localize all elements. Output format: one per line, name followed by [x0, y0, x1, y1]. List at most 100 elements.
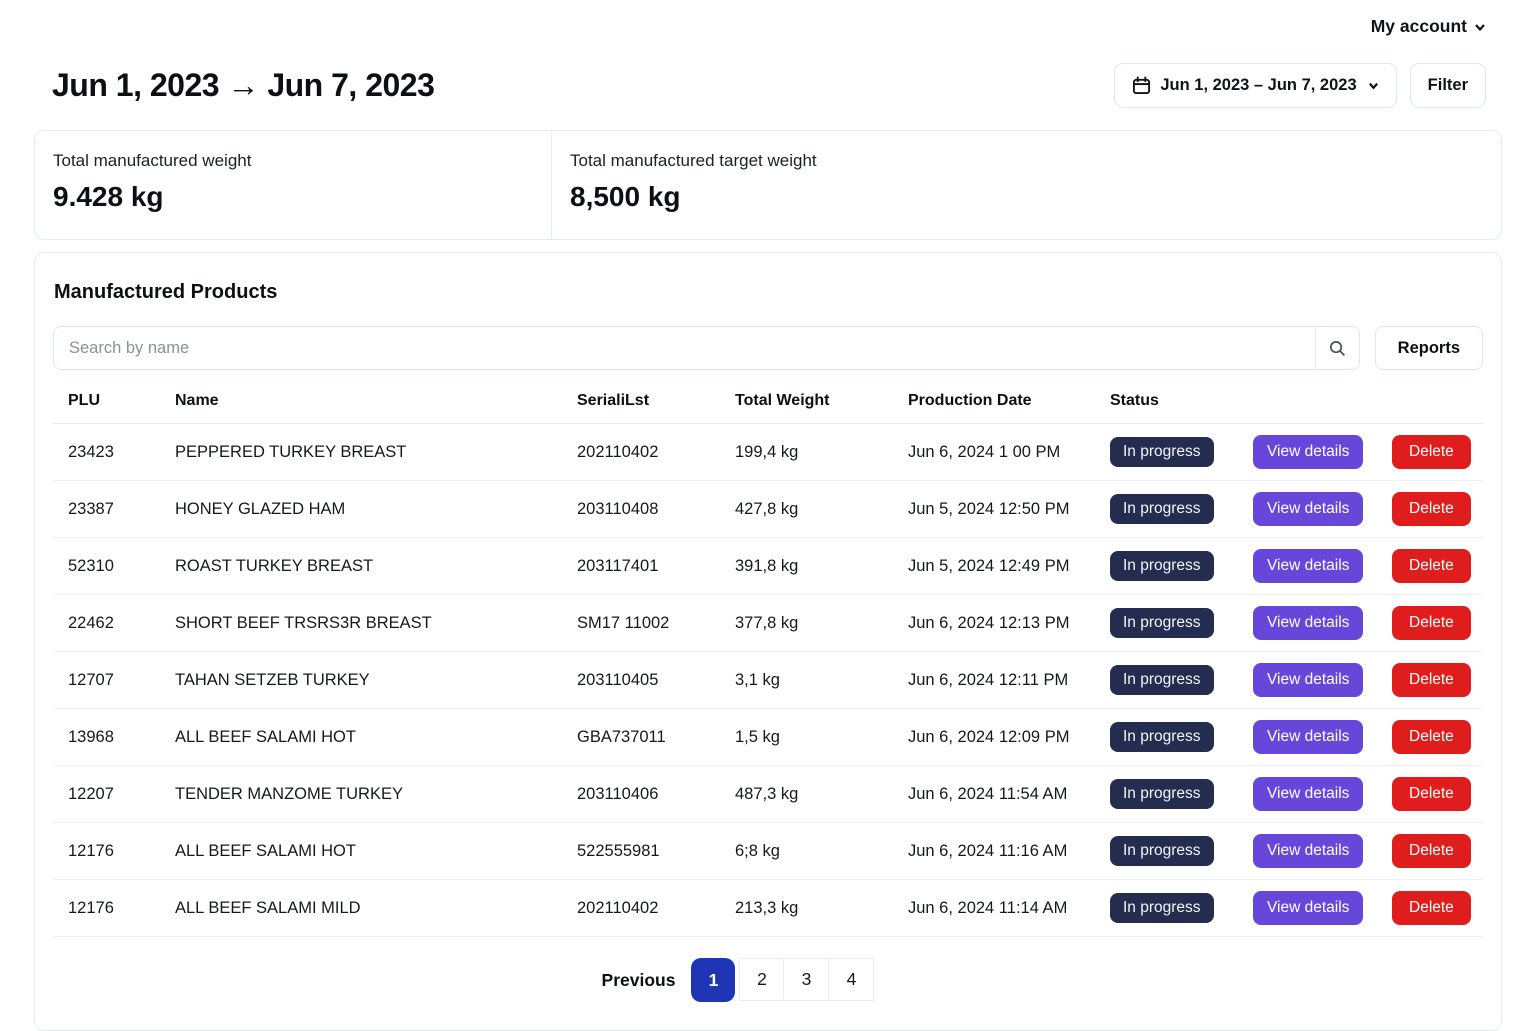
delete-cell: Delete	[1388, 822, 1483, 880]
stat-label: Total manufactured weight	[53, 151, 252, 170]
view-details-cell: View details	[1249, 822, 1388, 880]
title-actions: Jun 1, 2023 – Jun 7, 2023 Filter	[1114, 63, 1486, 108]
status-badge: In progress	[1110, 893, 1214, 923]
view-details-button[interactable]: View details	[1253, 891, 1364, 925]
column-header-plu: PLU	[53, 376, 171, 424]
view-details-cell: View details	[1249, 879, 1388, 937]
plu-cell: 12176	[53, 822, 171, 880]
plu-cell: 23387	[53, 480, 171, 538]
pagination-page-3[interactable]: 3	[784, 958, 830, 1001]
serial-cell: 202110402	[573, 879, 731, 937]
search-row: Reports	[53, 326, 1483, 370]
delete-button[interactable]: Delete	[1392, 435, 1471, 469]
delete-button[interactable]: Delete	[1392, 492, 1471, 526]
column-header-weight: Total Weight	[731, 376, 904, 424]
name-cell: ROAST TURKEY BREAST	[171, 537, 573, 595]
name-cell: TENDER MANZOME TURKEY	[171, 765, 573, 823]
pagination-page-4[interactable]: 4	[829, 958, 875, 1001]
date-cell: Jun 6, 2024 1 00 PM	[904, 423, 1106, 481]
view-details-button[interactable]: View details	[1253, 549, 1364, 583]
plu-cell: 23423	[53, 423, 171, 481]
delete-button[interactable]: Delete	[1392, 663, 1471, 697]
pagination-page-1[interactable]: 1	[691, 958, 736, 1002]
plu-cell: 12707	[53, 651, 171, 709]
delete-cell: Delete	[1388, 480, 1483, 538]
status-cell: In progress	[1106, 765, 1249, 823]
page-title: Jun 1, 2023 → Jun 7, 2023	[52, 67, 435, 103]
plu-cell: 13968	[53, 708, 171, 766]
delete-button[interactable]: Delete	[1392, 549, 1471, 583]
delete-button[interactable]: Delete	[1392, 891, 1471, 925]
weight-cell: 487,3 kg	[731, 765, 904, 823]
date-cell: Jun 6, 2024 12:11 PM	[904, 651, 1106, 709]
delete-button[interactable]: Delete	[1392, 777, 1471, 811]
status-badge: In progress	[1110, 722, 1214, 752]
search-input[interactable]	[53, 326, 1315, 370]
table-row: 52310 ROAST TURKEY BREAST 203117401 391,8 k…	[53, 537, 1483, 595]
view-details-cell: View details	[1249, 594, 1388, 652]
date-range-picker[interactable]: Jun 1, 2023 – Jun 7, 2023	[1114, 63, 1397, 108]
table-row: 12176 ALL BEEF SALAMI HOT 522555981 6;8 kg J…	[53, 822, 1483, 880]
column-header-status: Status	[1106, 376, 1249, 424]
section-title: Manufactured Products	[54, 281, 278, 303]
serial-cell: 202110402	[573, 423, 731, 481]
search-button[interactable]	[1314, 326, 1360, 370]
serial-cell: GBA737011	[573, 708, 731, 766]
view-details-button[interactable]: View details	[1253, 606, 1364, 640]
view-details-cell: View details	[1249, 423, 1388, 481]
status-badge: In progress	[1110, 836, 1214, 866]
name-cell: TAHAN SETZEB TURKEY	[171, 651, 573, 709]
status-badge: In progress	[1110, 608, 1214, 638]
status-badge: In progress	[1110, 437, 1214, 467]
status-cell: In progress	[1106, 594, 1249, 652]
view-details-button[interactable]: View details	[1253, 492, 1364, 526]
date-range-label: Jun 1, 2023 – Jun 7, 2023	[1160, 76, 1357, 94]
name-cell: PEPPERED TURKEY BREAST	[171, 423, 573, 481]
view-details-button[interactable]: View details	[1253, 435, 1364, 469]
view-details-cell: View details	[1249, 765, 1388, 823]
table-row: 12707 TAHAN SETZEB TURKEY 203110405 3,1 kg J…	[53, 651, 1483, 709]
topbar: My account	[34, 0, 1502, 37]
status-badge: In progress	[1110, 779, 1214, 809]
serial-cell: SM17 11002	[573, 594, 731, 652]
delete-button[interactable]: Delete	[1392, 606, 1471, 640]
weight-cell: 199,4 kg	[731, 423, 904, 481]
date-cell: Jun 6, 2024 12:09 PM	[904, 708, 1106, 766]
name-cell: SHORT BEEF TRSRS3R BREAST	[171, 594, 573, 652]
table-row: 22462 SHORT BEEF TRSRS3R BREAST SM17 11002…	[53, 594, 1483, 652]
plu-cell: 52310	[53, 537, 171, 595]
weight-cell: 6;8 kg	[731, 822, 904, 880]
account-menu[interactable]: My account	[1371, 16, 1486, 37]
view-details-cell: View details	[1249, 480, 1388, 538]
view-details-button[interactable]: View details	[1253, 663, 1364, 697]
filter-button[interactable]: Filter	[1409, 63, 1486, 108]
date-cell: Jun 6, 2024 11:14 AM	[904, 879, 1106, 937]
pagination-page-2[interactable]: 2	[739, 958, 785, 1001]
status-cell: In progress	[1106, 708, 1249, 766]
view-details-button[interactable]: View details	[1253, 720, 1364, 754]
delete-cell: Delete	[1388, 708, 1483, 766]
name-cell: ALL BEEF SALAMI MILD	[171, 879, 573, 937]
pagination-previous[interactable]: Previous	[601, 969, 676, 990]
delete-cell: Delete	[1388, 879, 1483, 937]
weight-cell: 3,1 kg	[731, 651, 904, 709]
plu-cell: 22462	[53, 594, 171, 652]
table-row: 23387 HONEY GLAZED HAM 203110408 427,8 kg Ju…	[53, 480, 1483, 538]
weight-cell: 427,8 kg	[731, 480, 904, 538]
serial-cell: 203110405	[573, 651, 731, 709]
delete-button[interactable]: Delete	[1392, 720, 1471, 754]
name-cell: HONEY GLAZED HAM	[171, 480, 573, 538]
status-badge: In progress	[1110, 665, 1214, 695]
status-badge: In progress	[1110, 551, 1214, 581]
delete-button[interactable]: Delete	[1392, 834, 1471, 868]
table-header-row: PLU Name SerialiLst Total Weight Production …	[53, 376, 1483, 424]
view-details-cell: View details	[1249, 708, 1388, 766]
plu-cell: 12176	[53, 879, 171, 937]
view-details-button[interactable]: View details	[1253, 777, 1364, 811]
view-details-button[interactable]: View details	[1253, 834, 1364, 868]
status-cell: In progress	[1106, 480, 1249, 538]
stat-value: 9.428 kg	[53, 181, 164, 212]
reports-button[interactable]: Reports	[1374, 326, 1483, 370]
status-badge: In progress	[1110, 494, 1214, 524]
